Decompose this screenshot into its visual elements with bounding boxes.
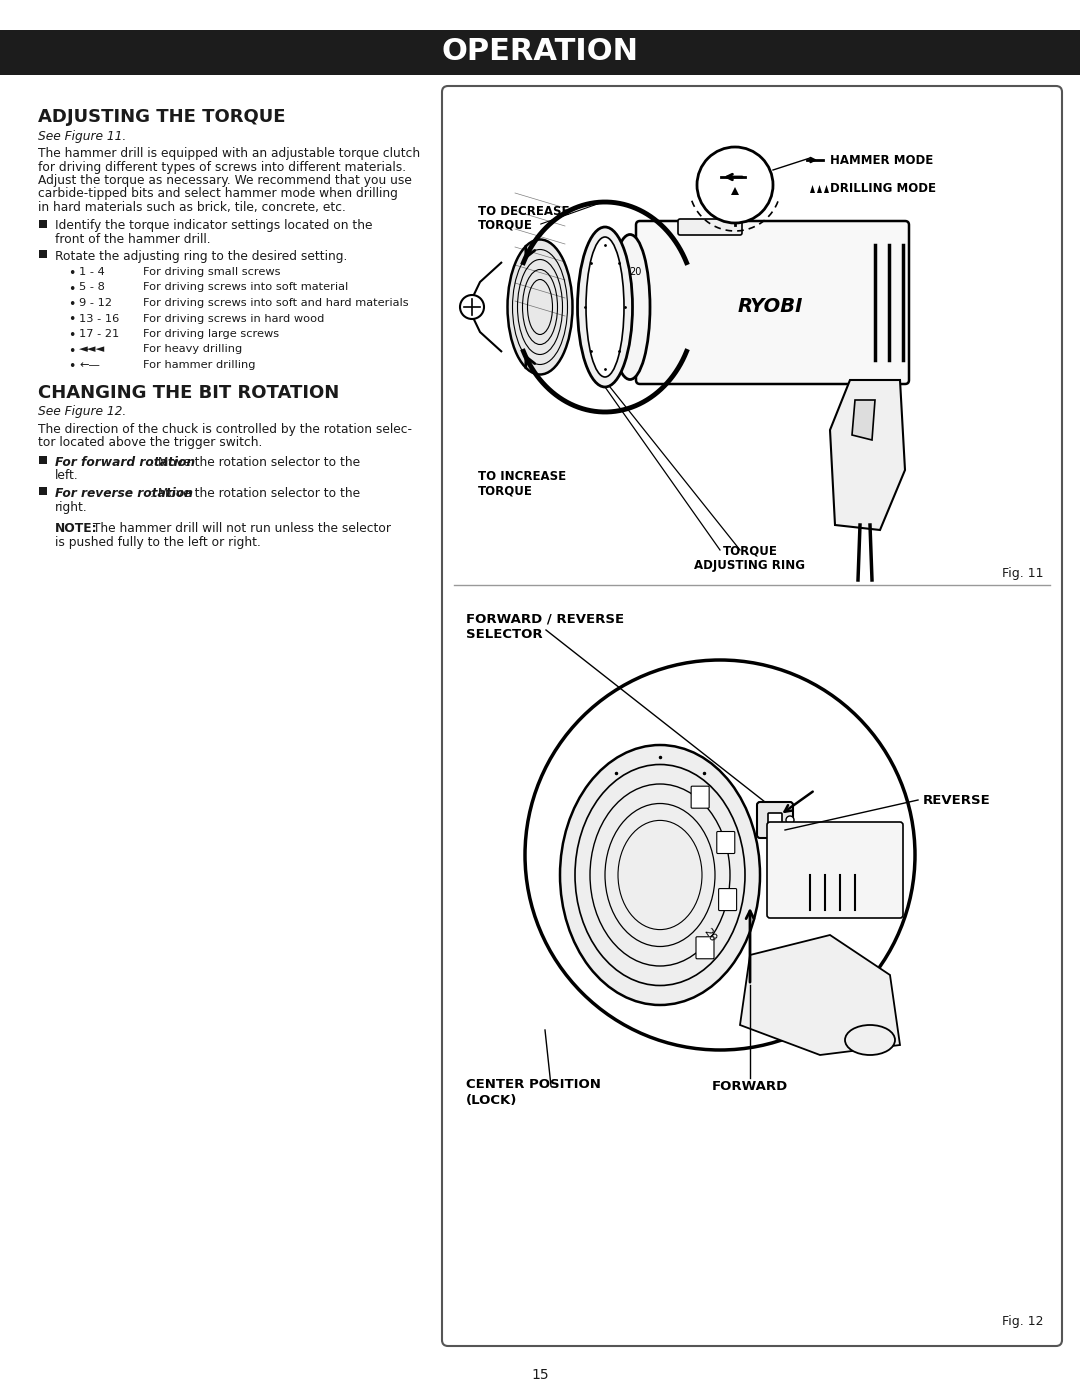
Polygon shape xyxy=(824,184,829,193)
Text: in hard materials such as brick, tile, concrete, etc.: in hard materials such as brick, tile, c… xyxy=(38,201,346,214)
Circle shape xyxy=(460,295,484,319)
Text: The direction of the chuck is controlled by the rotation selec-: The direction of the chuck is controlled… xyxy=(38,422,411,436)
Text: OPERATION: OPERATION xyxy=(442,38,638,67)
Text: NOTE:: NOTE: xyxy=(55,522,97,535)
Text: TO INCREASE: TO INCREASE xyxy=(478,469,566,483)
Ellipse shape xyxy=(561,745,760,1004)
Polygon shape xyxy=(852,400,875,440)
Text: •: • xyxy=(68,345,76,358)
Text: CENTER POSITION: CENTER POSITION xyxy=(465,1078,600,1091)
Text: TORQUE: TORQUE xyxy=(478,483,532,497)
Text: ADJUSTING THE TORQUE: ADJUSTING THE TORQUE xyxy=(38,108,285,126)
Text: TORQUE: TORQUE xyxy=(723,545,778,557)
Text: Rotate the adjusting ring to the desired setting.: Rotate the adjusting ring to the desired… xyxy=(55,250,348,263)
Text: For reverse rotation: For reverse rotation xyxy=(55,488,193,500)
Text: 13 - 16: 13 - 16 xyxy=(79,313,119,324)
FancyBboxPatch shape xyxy=(767,821,903,918)
Polygon shape xyxy=(816,184,822,193)
FancyBboxPatch shape xyxy=(636,221,909,384)
Text: 1 - 4: 1 - 4 xyxy=(79,267,105,277)
Text: right.: right. xyxy=(55,500,87,514)
Text: 5 - 8: 5 - 8 xyxy=(79,282,105,292)
Text: Adjust the torque as necessary. We recommend that you use: Adjust the torque as necessary. We recom… xyxy=(38,175,411,187)
Text: See Figure 12.: See Figure 12. xyxy=(38,405,126,419)
Circle shape xyxy=(786,816,794,824)
Text: •: • xyxy=(68,282,76,296)
Text: •: • xyxy=(68,330,76,342)
FancyBboxPatch shape xyxy=(757,802,793,838)
Text: for driving different types of screws into different materials.: for driving different types of screws in… xyxy=(38,161,406,173)
Text: For heavy drilling: For heavy drilling xyxy=(143,345,242,355)
Text: HAMMER MODE: HAMMER MODE xyxy=(831,154,933,166)
Bar xyxy=(39,488,48,495)
Text: ADJUSTING RING: ADJUSTING RING xyxy=(694,559,806,571)
Polygon shape xyxy=(731,187,739,196)
FancyBboxPatch shape xyxy=(768,813,782,827)
Text: Identify the torque indicator settings located on the: Identify the torque indicator settings l… xyxy=(55,219,373,232)
Bar xyxy=(39,250,48,258)
Text: For driving large screws: For driving large screws xyxy=(143,330,279,339)
Text: carbide-tipped bits and select hammer mode when drilling: carbide-tipped bits and select hammer mo… xyxy=(38,187,397,201)
Text: TORQUE: TORQUE xyxy=(478,219,532,232)
Text: 17 - 21: 17 - 21 xyxy=(79,330,119,339)
Text: (LOCK): (LOCK) xyxy=(465,1094,517,1106)
Ellipse shape xyxy=(578,226,633,387)
Text: DRILLING MODE: DRILLING MODE xyxy=(831,183,936,196)
Text: Fig. 11: Fig. 11 xyxy=(1002,567,1044,580)
Text: ←—: ←— xyxy=(79,360,99,370)
Bar xyxy=(39,219,48,228)
Ellipse shape xyxy=(508,239,572,374)
Text: SELECTOR: SELECTOR xyxy=(465,629,542,641)
Ellipse shape xyxy=(586,237,624,377)
Text: tor located above the trigger switch.: tor located above the trigger switch. xyxy=(38,436,262,448)
Text: The hammer drill is equipped with an adjustable torque clutch: The hammer drill is equipped with an adj… xyxy=(38,147,420,161)
Text: : Move the rotation selector to the: : Move the rotation selector to the xyxy=(150,455,360,468)
Text: REVERSE: REVERSE xyxy=(923,793,990,806)
Text: See Figure 11.: See Figure 11. xyxy=(38,130,126,142)
Text: left.: left. xyxy=(55,469,79,482)
Bar xyxy=(0,29,1080,75)
Text: For driving screws in hard wood: For driving screws in hard wood xyxy=(143,313,324,324)
Circle shape xyxy=(697,147,773,224)
Text: is pushed fully to the left or right.: is pushed fully to the left or right. xyxy=(55,536,261,549)
Text: For driving screws into soft and hard materials: For driving screws into soft and hard ma… xyxy=(143,298,408,307)
Text: For hammer drilling: For hammer drilling xyxy=(143,360,256,370)
Polygon shape xyxy=(810,184,815,193)
Text: 20: 20 xyxy=(702,926,718,943)
Text: For driving small screws: For driving small screws xyxy=(143,267,281,277)
Polygon shape xyxy=(831,380,905,529)
Text: : Move the rotation selector to the: : Move the rotation selector to the xyxy=(150,488,360,500)
Text: 15: 15 xyxy=(531,1368,549,1382)
Polygon shape xyxy=(740,935,900,1055)
Ellipse shape xyxy=(610,235,650,380)
Text: •: • xyxy=(68,313,76,327)
FancyBboxPatch shape xyxy=(696,937,714,958)
Polygon shape xyxy=(468,263,502,352)
Bar xyxy=(39,455,48,464)
Text: For driving screws into soft material: For driving screws into soft material xyxy=(143,282,348,292)
Text: TO DECREASE: TO DECREASE xyxy=(478,205,569,218)
Text: CHANGING THE BIT ROTATION: CHANGING THE BIT ROTATION xyxy=(38,384,339,401)
Text: RYOBI: RYOBI xyxy=(738,298,802,317)
FancyBboxPatch shape xyxy=(691,787,710,809)
Text: FORWARD: FORWARD xyxy=(712,1080,788,1092)
Ellipse shape xyxy=(845,1025,895,1055)
FancyBboxPatch shape xyxy=(442,87,1062,1345)
Text: •: • xyxy=(68,267,76,279)
FancyBboxPatch shape xyxy=(718,888,737,911)
Text: FORWARD / REVERSE: FORWARD / REVERSE xyxy=(465,612,624,624)
Text: 9 - 12: 9 - 12 xyxy=(79,298,112,307)
FancyBboxPatch shape xyxy=(717,831,734,854)
Text: •: • xyxy=(68,360,76,373)
Text: 20: 20 xyxy=(629,267,642,277)
Circle shape xyxy=(525,659,915,1051)
Text: Fig. 12: Fig. 12 xyxy=(1002,1316,1044,1329)
Text: front of the hammer drill.: front of the hammer drill. xyxy=(55,233,211,246)
Text: •: • xyxy=(68,298,76,312)
Text: ◄◄◄: ◄◄◄ xyxy=(79,345,105,355)
Text: For forward rotation: For forward rotation xyxy=(55,455,195,468)
Text: The hammer drill will not run unless the selector: The hammer drill will not run unless the… xyxy=(89,522,391,535)
FancyBboxPatch shape xyxy=(678,219,742,235)
